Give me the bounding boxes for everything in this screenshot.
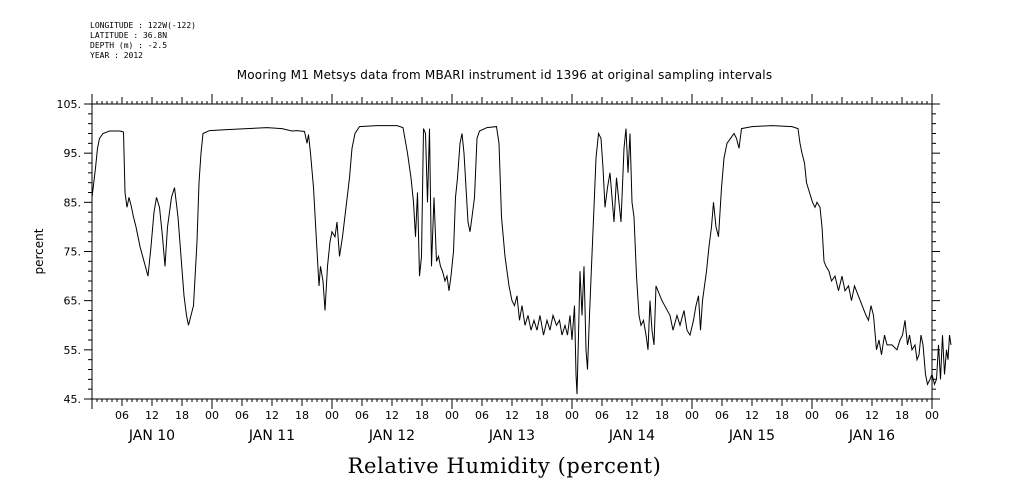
depth-label: DEPTH (m) : -2.5: [90, 41, 168, 50]
x-tick-label: 06: [115, 409, 129, 422]
x-tick-label: 18: [895, 409, 909, 422]
latitude-label: LATITUDE : 36.8N: [90, 31, 168, 40]
x-tick-label: 18: [535, 409, 549, 422]
x-tick-label: 06: [595, 409, 609, 422]
plot-frame: [91, 103, 933, 400]
x-tick-label: 00: [685, 409, 699, 422]
x-tick-label: 06: [235, 409, 249, 422]
y-tick-label: 105.: [57, 98, 82, 111]
y-tick-label: 85.: [64, 196, 82, 209]
x-tick-label: 12: [385, 409, 399, 422]
x-tick-label: 18: [655, 409, 669, 422]
x-tick-label: 00: [445, 409, 459, 422]
x-tick-label: 12: [505, 409, 519, 422]
day-label: JAN 12: [368, 428, 415, 444]
x-tick-label: 12: [265, 409, 279, 422]
year-label: YEAR : 2012: [90, 51, 143, 60]
y-tick-label: 75.: [64, 246, 82, 259]
x-tick-label: 06: [835, 409, 849, 422]
x-tick-label: 12: [865, 409, 879, 422]
x-tick-label: 00: [925, 409, 939, 422]
x-tick-label: 18: [775, 409, 789, 422]
x-tick-label: 06: [355, 409, 369, 422]
y-tick-label: 55.: [64, 344, 82, 357]
x-tick-label: 12: [625, 409, 639, 422]
x-tick-label: 00: [325, 409, 339, 422]
x-tick-label: 12: [745, 409, 759, 422]
x-tick-label: 00: [205, 409, 219, 422]
day-label: JAN 10: [128, 428, 175, 444]
chart-title: Mooring M1 Metsys data from MBARI instru…: [236, 68, 773, 82]
humidity-series-line: [91, 125, 952, 395]
day-label: JAN 15: [728, 428, 775, 444]
x-tick-label: 00: [565, 409, 579, 422]
longitude-label: LONGITUDE : 122W(-122): [90, 21, 196, 30]
y-axis-label: percent: [32, 228, 46, 274]
y-tick-label: 45.: [64, 393, 82, 406]
x-tick-label: 06: [475, 409, 489, 422]
x-tick-label: 18: [175, 409, 189, 422]
x-tick-label: 12: [145, 409, 159, 422]
day-label: JAN 14: [608, 428, 655, 444]
x-tick-label: 00: [805, 409, 819, 422]
day-label: JAN 16: [848, 428, 895, 444]
y-tick-label: 65.: [64, 295, 82, 308]
x-tick-label: 18: [295, 409, 309, 422]
day-label: JAN 11: [248, 428, 295, 444]
x-tick-label: 18: [415, 409, 429, 422]
day-label: JAN 13: [488, 428, 535, 444]
y-tick-label: 95.: [64, 147, 82, 160]
x-tick-label: 06: [715, 409, 729, 422]
x-axis-label: Relative Humidity (percent): [347, 454, 662, 478]
